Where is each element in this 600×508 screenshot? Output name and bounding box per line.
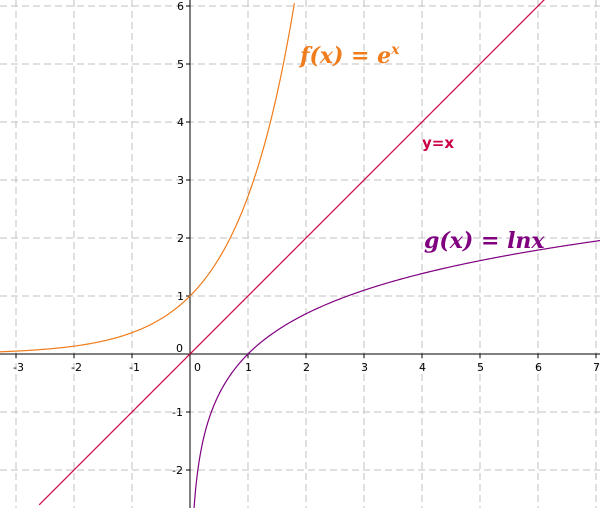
label-g-of-x: g(x) = lnx bbox=[424, 228, 545, 254]
y-tick-label: -2 bbox=[172, 464, 183, 477]
y-tick-label: 0 bbox=[176, 342, 183, 355]
x-tick-label: -2 bbox=[71, 361, 82, 374]
y-tick-label: 6 bbox=[177, 0, 184, 13]
x-tick-label: 4 bbox=[419, 361, 426, 374]
x-tick-label: -3 bbox=[13, 361, 24, 374]
x-tick-label: 0 bbox=[194, 361, 201, 374]
x-tick-label: -1 bbox=[129, 361, 140, 374]
x-tick-label: 3 bbox=[361, 361, 368, 374]
y-tick-label: 3 bbox=[177, 174, 184, 187]
x-tick-label: 5 bbox=[477, 361, 484, 374]
x-tick-label: 2 bbox=[303, 361, 310, 374]
label-y-equals-x: y=x bbox=[422, 134, 454, 152]
tick-labels: -3 -2 -1 0 1 2 3 4 5 6 7 -2 -1 0 1 2 3 4 5 6 bbox=[13, 0, 600, 477]
curve-f-exp bbox=[0, 3, 295, 353]
y-tick-label: 1 bbox=[177, 290, 184, 303]
y-tick-label: 4 bbox=[177, 116, 184, 129]
y-tick-label: 5 bbox=[177, 58, 184, 71]
line-y-equals-x bbox=[38, 0, 545, 506]
y-tick-label: -1 bbox=[172, 406, 183, 419]
x-tick-label: 1 bbox=[245, 361, 252, 374]
x-tick-label: 7 bbox=[593, 361, 600, 374]
curve-g-ln bbox=[193, 239, 600, 508]
label-f-of-x: f(x) = ex bbox=[298, 42, 400, 69]
y-tick-label: 2 bbox=[177, 232, 184, 245]
x-tick-label: 6 bbox=[535, 361, 542, 374]
